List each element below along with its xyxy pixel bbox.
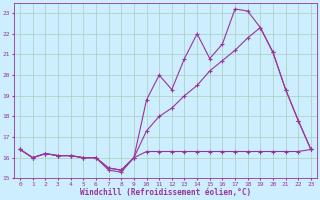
X-axis label: Windchill (Refroidissement éolien,°C): Windchill (Refroidissement éolien,°C) xyxy=(80,188,251,197)
